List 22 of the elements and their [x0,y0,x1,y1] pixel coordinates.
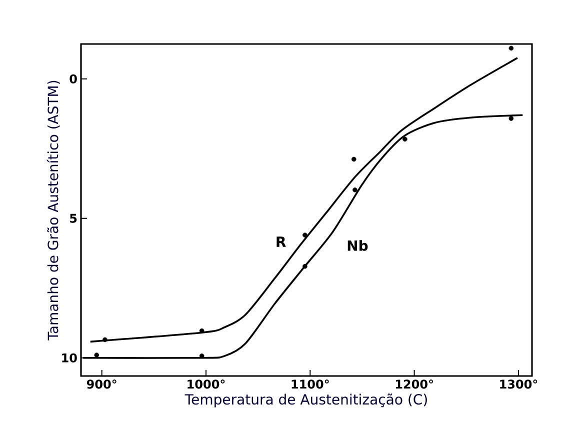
point [302,264,308,269]
y-axis-title: Tamanho de Grão Austenítico (ASTM) [46,80,60,340]
line-series [89,57,518,343]
x-tick-label: 1100° [292,380,329,389]
point [302,232,308,238]
y-tick-label: 5 [70,214,77,223]
x-axis-title: Temperatura de Austenitização (C) [184,394,427,408]
x-tick-label: 1200° [396,380,433,389]
series-label: Nb [348,240,368,251]
point [508,46,514,51]
point [352,188,358,192]
x-tick-label: 1000° [188,380,225,389]
point [351,156,356,162]
point [94,352,100,358]
series-label: R [276,236,286,247]
point [508,116,514,121]
point [102,337,108,342]
y-tick-label: 0 [70,74,77,84]
x-tick-label: 900° [86,380,116,389]
point [402,136,408,142]
y-tick-label: 10 [62,353,77,362]
x-tick-label: 1300° [500,380,538,389]
